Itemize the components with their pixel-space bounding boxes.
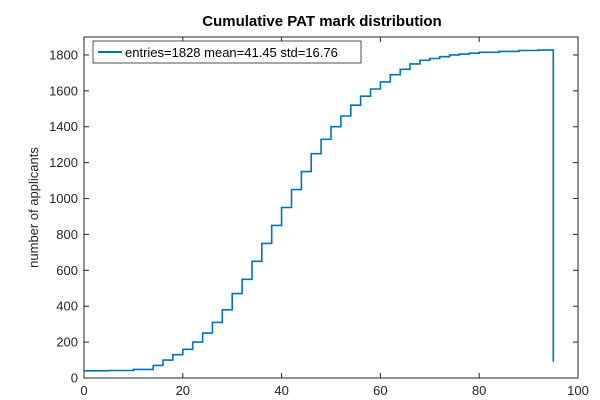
x-tick-label: 80 — [472, 383, 486, 398]
x-tick-label: 60 — [373, 383, 387, 398]
y-tick-label: 1000 — [49, 191, 78, 206]
y-tick-label: 0 — [71, 371, 78, 386]
x-tick-label: 20 — [176, 383, 190, 398]
plot-area — [83, 36, 579, 379]
x-axis-ticks: 0 20 40 60 80 100 — [80, 37, 589, 398]
legend-entry-label: entries=1828 mean=41.45 std=16.76 — [125, 45, 338, 60]
x-tick-label: 100 — [567, 383, 589, 398]
chart-title: Cumulative PAT mark distribution — [202, 13, 441, 30]
y-tick-label: 1200 — [49, 155, 78, 170]
y-tick-label: 1400 — [49, 119, 78, 134]
series-line-entries — [84, 49, 555, 372]
y-tick-label: 800 — [56, 227, 78, 242]
axes-box — [83, 36, 579, 379]
x-tick-label: 40 — [274, 383, 288, 398]
y-tick-label: 1800 — [49, 47, 78, 62]
y-tick-label: 200 — [56, 335, 78, 350]
y-tick-label: 400 — [56, 299, 78, 314]
x-tick-label: 0 — [80, 383, 87, 398]
legend: entries=1828 mean=41.45 std=16.76 — [92, 40, 362, 64]
y-axis-ticks: 0 200 400 600 800 1000 1200 1400 1600 1800 — [49, 47, 578, 386]
y-tick-label: 1600 — [49, 83, 78, 98]
legend-box — [92, 40, 362, 64]
y-axis-label: number of applicants — [26, 147, 41, 268]
y-tick-label: 600 — [56, 263, 78, 278]
